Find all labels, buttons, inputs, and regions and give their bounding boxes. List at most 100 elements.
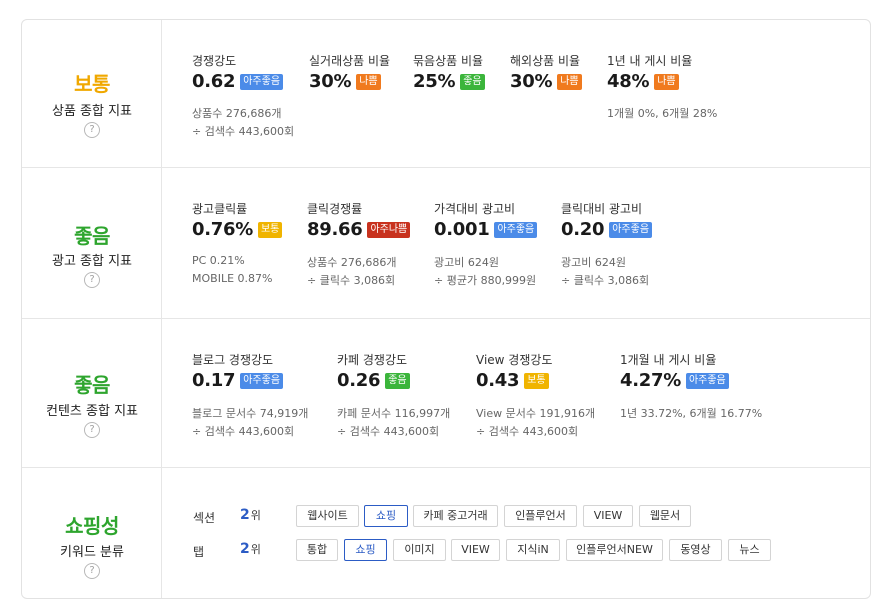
ad-indicator-summary: 좋음 광고 종합 지표 ? [22, 168, 162, 318]
ad-help-icon[interactable]: ? [84, 272, 100, 288]
status-badge: 좋음 [385, 372, 410, 389]
metric-title: View 경쟁강도 [476, 353, 553, 367]
metric-title: 경쟁강도 [192, 54, 237, 68]
tab-chip-influencer-new[interactable]: 인플루언서NEW [566, 539, 663, 561]
tab-chip-video[interactable]: 동영상 [669, 539, 722, 561]
tab-rank: 2위 [240, 541, 261, 557]
metric-title: 1년 내 게시 비율 [607, 54, 693, 68]
keyword-classification-summary: 쇼핑성 키워드 분류 ? [22, 468, 162, 598]
status-badge: 아주좋음 [685, 372, 729, 389]
metric-sub-1: View 문서수 191,916개 [476, 407, 596, 420]
metric-month-post-ratio: 1개월 내 게시 비율 4.27% 아주좋음 1년 33.72%, 6개월 16… [620, 351, 762, 420]
status-badge: 아주좋음 [494, 221, 538, 238]
status-badge: 나쁨 [557, 73, 582, 90]
metric-cafe-competition: 카페 경쟁강도 0.26 좋음 카페 문서수 116,997개 ÷ 검색수 44… [337, 351, 450, 438]
metric-title: 블로그 경쟁강도 [192, 353, 274, 367]
ad-indicator-label: 광고 종합 지표 [51, 254, 133, 269]
metric-title: 카페 경쟁강도 [337, 353, 408, 367]
metric-blog-competition: 블로그 경쟁강도 0.17 아주좋음 블로그 문서수 74,919개 ÷ 검색수… [192, 351, 308, 438]
keyword-classification-label: 키워드 분류 [60, 545, 124, 560]
metric-sub-2: ÷ 클릭수 3,086회 [561, 274, 650, 287]
metric-value: 25% [413, 71, 456, 92]
metric-sub-2: MOBILE 0.87% [192, 272, 273, 285]
product-indicator-row: 보통 상품 종합 지표 ? 경쟁강도 0.62 아주좋음 상품수 276,686… [22, 20, 870, 168]
metric-real-trade-ratio: 실거래상품 비율 30% 나쁨 [309, 52, 391, 92]
tab-chip-kin[interactable]: 지식iN [506, 539, 560, 561]
status-badge: 보통 [524, 372, 549, 389]
metric-sub-1: 블로그 문서수 74,919개 [192, 407, 309, 420]
content-indicator-row: 좋음 컨텐츠 종합 지표 ? 블로그 경쟁강도 0.17 아주좋음 블로그 문서… [22, 319, 870, 468]
content-grade: 좋음 [74, 373, 110, 397]
status-badge: 아주좋음 [240, 73, 284, 90]
metric-value: 0.20 [561, 219, 605, 240]
metric-sub-1: 1개월 0%, 6개월 28% [607, 107, 718, 120]
section-chip-influencer[interactable]: 인플루언서 [504, 505, 577, 527]
metric-title: 가격대비 광고비 [434, 202, 516, 216]
content-indicator-summary: 좋음 컨텐츠 종합 지표 ? [22, 319, 162, 467]
metric-ad-ctr: 광고클릭률 0.76% 보통 PC 0.21% MOBILE 0.87% [192, 200, 283, 285]
metric-sub-1: 카페 문서수 116,997개 [337, 407, 451, 420]
metric-title: 클릭경쟁률 [307, 202, 363, 216]
section-rank-value: 2 [240, 507, 250, 523]
metric-overseas-ratio: 해외상품 비율 30% 나쁨 [510, 52, 582, 92]
tab-rank-suffix: 위 [250, 543, 261, 556]
keyword-classification-row: 쇼핑성 키워드 분류 ? 섹션 2위 웹사이트 쇼핑 카페 중고거래 인플루언서… [22, 468, 870, 598]
section-rank-suffix: 위 [250, 509, 261, 522]
tab-rank-value: 2 [240, 541, 250, 557]
metric-sub-1: 광고비 624원 [561, 256, 626, 269]
metric-sub-2: ÷ 검색수 443,600회 [192, 125, 295, 138]
metric-value: 0.76% [192, 219, 253, 240]
metric-sub-2: ÷ 검색수 443,600회 [192, 425, 295, 438]
ad-indicator-row: 좋음 광고 종합 지표 ? 광고클릭률 0.76% 보통 PC 0.21% MO… [22, 168, 870, 319]
tab-chip-news[interactable]: 뉴스 [728, 539, 771, 561]
section-rank: 2위 [240, 507, 261, 523]
product-indicator-summary: 보통 상품 종합 지표 ? [22, 20, 162, 167]
metric-sub-1: 광고비 624원 [434, 256, 499, 269]
metric-title: 클릭대비 광고비 [561, 202, 643, 216]
metric-sub-2: ÷ 검색수 443,600회 [337, 425, 440, 438]
tab-chip-view[interactable]: VIEW [451, 539, 500, 561]
metric-sub-1: PC 0.21% [192, 254, 245, 267]
tab-label: 탭 [193, 545, 205, 559]
metric-sub-1: 상품수 276,686개 [192, 107, 282, 120]
tab-chip-integrated[interactable]: 통합 [296, 539, 338, 561]
tab-chip-image[interactable]: 이미지 [393, 539, 446, 561]
metric-title: 묶음상품 비율 [413, 54, 484, 68]
metric-click-competition: 클릭경쟁률 89.66 아주나쁨 상품수 276,686개 ÷ 클릭수 3,08… [307, 200, 411, 287]
content-help-icon[interactable]: ? [84, 422, 100, 438]
section-chip-cafe-used[interactable]: 카페 중고거래 [413, 505, 498, 527]
tab-chip-shopping[interactable]: 쇼핑 [344, 539, 387, 561]
product-indicator-label: 상품 종합 지표 [51, 104, 133, 119]
metric-value: 48% [607, 71, 650, 92]
metric-title: 광고클릭률 [192, 202, 248, 216]
metric-value: 0.17 [192, 370, 236, 391]
section-chip-website[interactable]: 웹사이트 [296, 505, 359, 527]
status-badge: 나쁨 [356, 73, 381, 90]
section-chip-webdoc[interactable]: 웹문서 [639, 505, 691, 527]
metric-competition: 경쟁강도 0.62 아주좋음 상품수 276,686개 ÷ 검색수 443,60… [192, 52, 294, 138]
section-label: 섹션 [193, 511, 216, 525]
status-badge: 아주나쁨 [367, 221, 411, 238]
metric-year-post-ratio: 1년 내 게시 비율 48% 나쁨 1개월 0%, 6개월 28% [607, 52, 717, 120]
status-badge: 보통 [257, 221, 283, 238]
metric-ad-cost-per-click: 클릭대비 광고비 0.20 아주좋음 광고비 624원 ÷ 클릭수 3,086회 [561, 200, 653, 287]
status-badge: 좋음 [460, 73, 485, 90]
metric-view-competition: View 경쟁강도 0.43 보통 View 문서수 191,916개 ÷ 검색… [476, 351, 595, 438]
metric-value: 4.27% [620, 370, 681, 391]
metric-sub-2: ÷ 클릭수 3,086회 [307, 274, 396, 287]
status-badge: 나쁨 [654, 73, 679, 90]
metric-sub-2: ÷ 검색수 443,600회 [476, 425, 579, 438]
product-grade: 보통 [74, 72, 110, 96]
metric-value: 0.62 [192, 71, 236, 92]
metric-title: 실거래상품 비율 [309, 54, 391, 68]
section-chip-view[interactable]: VIEW [583, 505, 633, 527]
metric-sub-1: 1년 33.72%, 6개월 16.77% [620, 407, 763, 420]
keyword-help-icon[interactable]: ? [84, 563, 100, 579]
metric-ad-cost-per-price: 가격대비 광고비 0.001 아주좋음 광고비 624원 ÷ 평균가 880,9… [434, 200, 538, 287]
product-help-icon[interactable]: ? [84, 122, 100, 138]
metric-sub-2: ÷ 평균가 880,999원 [434, 274, 537, 287]
content-indicator-label: 컨텐츠 종합 지표 [46, 404, 138, 419]
section-chip-shopping[interactable]: 쇼핑 [364, 505, 408, 527]
metric-value: 89.66 [307, 219, 363, 240]
metric-value: 0.43 [476, 370, 520, 391]
